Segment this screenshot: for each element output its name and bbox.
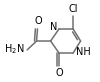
- Text: N: N: [50, 22, 57, 32]
- Text: Cl: Cl: [68, 4, 78, 14]
- Text: NH: NH: [76, 47, 91, 57]
- Text: H$_2$N: H$_2$N: [4, 42, 24, 56]
- Text: O: O: [35, 16, 42, 26]
- Text: O: O: [56, 68, 63, 78]
